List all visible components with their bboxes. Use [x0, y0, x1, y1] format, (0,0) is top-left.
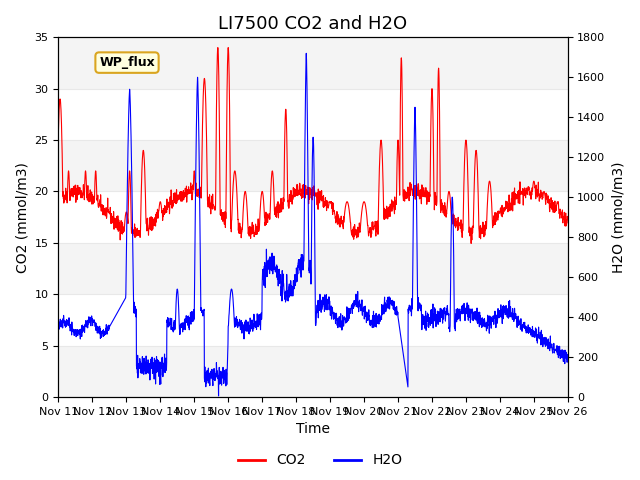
- Bar: [58, 37, 568, 89]
- CO2: [461, 152, 468, 157]
- CO2: [519, 188, 527, 193]
- H2O: [54, 324, 62, 330]
- Title: LI7500 CO2 and H2O: LI7500 CO2 and H2O: [218, 15, 408, 33]
- CO2: [54, 129, 62, 135]
- CO2: [214, 45, 221, 50]
- Legend: CO2, H2O: CO2, H2O: [232, 448, 408, 473]
- H2O: [328, 309, 335, 314]
- Y-axis label: CO2 (mmol/m3): CO2 (mmol/m3): [15, 162, 29, 273]
- CO2: [339, 220, 346, 226]
- Bar: [58, 346, 568, 397]
- Bar: [58, 243, 568, 294]
- X-axis label: Time: Time: [296, 422, 330, 436]
- Line: CO2: CO2: [58, 48, 568, 243]
- Line: H2O: H2O: [58, 53, 568, 396]
- CO2: [328, 203, 335, 208]
- H2O: [303, 50, 310, 56]
- H2O: [564, 358, 572, 363]
- CO2: [564, 216, 572, 222]
- H2O: [339, 320, 347, 325]
- Y-axis label: H2O (mmol/m3): H2O (mmol/m3): [611, 161, 625, 273]
- H2O: [196, 264, 204, 270]
- CO2: [467, 240, 475, 246]
- H2O: [214, 393, 222, 399]
- H2O: [519, 323, 527, 329]
- H2O: [533, 337, 541, 343]
- CO2: [196, 188, 204, 193]
- H2O: [461, 318, 469, 324]
- CO2: [533, 187, 541, 192]
- Text: WP_flux: WP_flux: [99, 56, 155, 69]
- Bar: [58, 140, 568, 192]
